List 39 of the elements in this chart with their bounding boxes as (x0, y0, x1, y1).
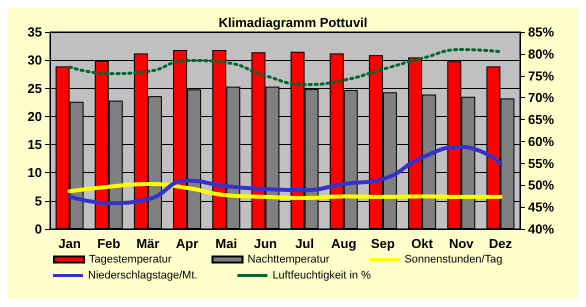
y2-tick-label: 50% (528, 178, 554, 193)
y-tick-label: 15 (28, 137, 42, 152)
y-tick-label: 30 (28, 52, 42, 68)
line-series (68, 182, 502, 200)
y2-tick-label: 85% (528, 24, 554, 40)
legend-label: Sonnenstunden/Tag (404, 254, 502, 266)
y-tick-label: 0 (34, 222, 42, 236)
y-tick-label: 10 (28, 165, 42, 180)
y-tick-label: 5 (34, 193, 42, 208)
x-tick-label: Aug (331, 236, 356, 251)
legend-label: Nachttemperatur (248, 254, 330, 266)
y2-tick-label: 40% (528, 222, 554, 236)
legend-label: Niederschlagstage/Mt. (88, 270, 198, 282)
y2-tick-label: 75% (528, 68, 554, 84)
x-tick-label: Jul (295, 236, 314, 251)
line-series (68, 144, 502, 206)
x-tick-label: Mai (215, 236, 238, 251)
x-tick-label: Mär (136, 236, 160, 251)
y-tick-label: 20 (28, 108, 42, 124)
y2-tick-label: 55% (528, 156, 554, 171)
y2-tick-label: 65% (528, 112, 554, 128)
y2-tick-label: 60% (528, 134, 554, 149)
y-tick-label: 25 (28, 80, 42, 96)
x-tick-label: Okt (411, 236, 434, 251)
x-tick-label: Apr (176, 236, 198, 251)
chart-title: Klimadiagramm Pottuvil (218, 15, 368, 30)
y-tick-label: 35 (28, 24, 42, 40)
y2-tick-label: 80% (528, 46, 554, 62)
line-series (68, 48, 502, 86)
legend-label: Luftfeuchtigkeit in % (272, 270, 372, 282)
y2-tick-label: 70% (528, 90, 554, 106)
x-tick-label: Sep (370, 236, 395, 251)
x-tick-label: Nov (448, 236, 474, 251)
y2-tick-label: 45% (528, 200, 554, 215)
legend-label: Tagestemperatur (89, 254, 172, 266)
x-tick-label: Jun (254, 236, 278, 251)
x-tick-label: Jan (58, 236, 81, 251)
x-tick-label: Dez (488, 236, 512, 251)
x-tick-label: Feb (97, 236, 120, 251)
